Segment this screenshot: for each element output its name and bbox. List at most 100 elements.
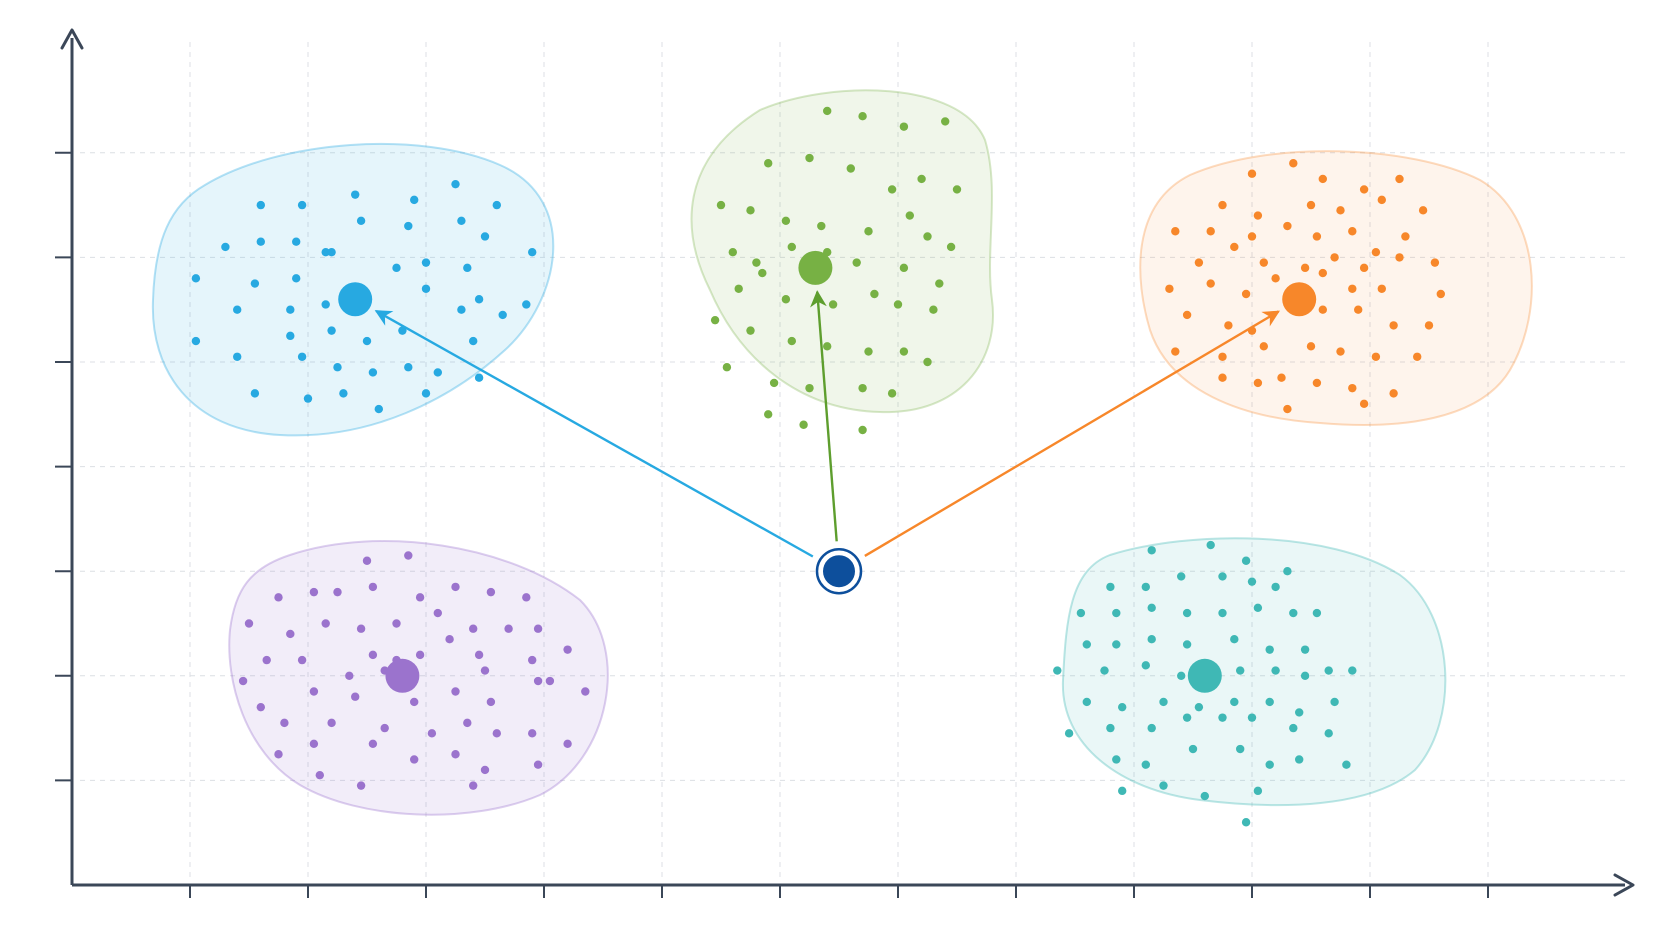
point-orange: [1218, 200, 1227, 210]
point-purple: [522, 593, 531, 602]
point-teal: [1082, 697, 1092, 707]
point-teal: [1076, 608, 1086, 618]
point-orange: [1283, 404, 1292, 414]
point-purple: [545, 676, 555, 686]
point-orange: [1306, 342, 1316, 351]
point-teal: [1147, 723, 1156, 733]
point-purple: [486, 697, 496, 707]
point-purple: [392, 619, 401, 628]
point-green: [728, 247, 737, 257]
point-orange: [1300, 263, 1310, 273]
point-green: [929, 305, 938, 314]
point-teal: [1206, 540, 1215, 550]
point-green: [746, 206, 755, 215]
point-teal: [1230, 697, 1239, 707]
point-blue: [286, 305, 295, 314]
point-purple: [533, 760, 543, 769]
point-blue: [256, 200, 265, 210]
point-blue: [356, 216, 366, 225]
x-axis-arrowhead: [1613, 873, 1635, 897]
point-blue: [351, 190, 360, 199]
point-purple: [533, 624, 543, 633]
point-blue: [339, 389, 348, 398]
point-purple: [380, 723, 389, 733]
point-teal: [1147, 634, 1156, 644]
point-green: [781, 295, 791, 304]
point-teal: [1141, 661, 1151, 670]
point-green: [787, 336, 796, 346]
point-blue: [286, 331, 295, 341]
point-blue: [191, 336, 201, 346]
point-purple: [427, 729, 437, 738]
point-green: [858, 383, 867, 393]
cluster-region-green: [690, 89, 994, 414]
point-teal: [1147, 603, 1156, 613]
cluster-centroids: [338, 250, 1317, 693]
centroid-orange: [1282, 282, 1317, 317]
point-orange: [1283, 221, 1292, 231]
point-teal: [1236, 666, 1245, 675]
point-orange: [1377, 284, 1387, 293]
y-axis-ticks: [55, 151, 72, 782]
y-axis-arrowhead: [60, 28, 84, 50]
point-teal: [1241, 818, 1251, 827]
point-purple: [415, 650, 425, 660]
point-blue: [327, 326, 336, 335]
point-purple: [492, 729, 501, 738]
point-purple: [274, 593, 283, 602]
point-purple: [410, 755, 419, 764]
point-blue: [480, 232, 490, 241]
point-blue: [233, 352, 242, 361]
point-blue: [233, 305, 242, 314]
point-purple: [368, 582, 378, 592]
centroid-green: [798, 250, 833, 285]
point-purple: [581, 687, 590, 696]
point-orange: [1377, 195, 1387, 205]
point-orange: [1336, 206, 1345, 215]
query-point-marker: [823, 555, 855, 588]
cluster-blue-points: [191, 179, 537, 414]
point-purple: [445, 634, 454, 644]
axes: [55, 28, 1635, 898]
point-teal: [1300, 671, 1310, 680]
point-purple: [256, 702, 265, 712]
point-purple: [368, 650, 378, 660]
point-blue: [410, 195, 419, 205]
point-green: [899, 263, 909, 273]
point-green: [823, 106, 832, 116]
point-orange: [1253, 378, 1263, 388]
point-orange: [1277, 373, 1286, 382]
point-purple: [451, 582, 460, 592]
point-teal: [1247, 713, 1257, 722]
point-orange: [1318, 174, 1328, 184]
point-orange: [1330, 253, 1339, 262]
point-green: [805, 153, 814, 163]
point-green: [893, 300, 903, 309]
point-teal: [1177, 671, 1186, 680]
point-green: [769, 378, 779, 388]
point-purple: [410, 697, 419, 707]
point-orange: [1206, 227, 1215, 236]
point-purple: [474, 650, 484, 660]
point-green: [846, 164, 855, 173]
point-purple: [469, 781, 478, 790]
point-purple: [504, 624, 513, 633]
point-blue: [321, 247, 330, 257]
point-orange: [1430, 258, 1440, 267]
point-purple: [368, 739, 378, 748]
point-teal: [1182, 713, 1192, 722]
point-teal: [1118, 702, 1127, 712]
point-blue: [451, 179, 460, 189]
point-blue: [463, 263, 472, 273]
point-teal: [1271, 582, 1280, 592]
point-orange: [1395, 253, 1404, 262]
point-green: [941, 117, 950, 126]
point-blue: [256, 237, 265, 246]
point-orange: [1348, 284, 1357, 293]
cluster-teal-points: [1053, 540, 1357, 827]
point-teal: [1106, 582, 1115, 592]
point-purple: [280, 718, 289, 728]
point-purple: [274, 750, 283, 759]
point-teal: [1112, 640, 1121, 649]
point-green: [946, 242, 956, 252]
